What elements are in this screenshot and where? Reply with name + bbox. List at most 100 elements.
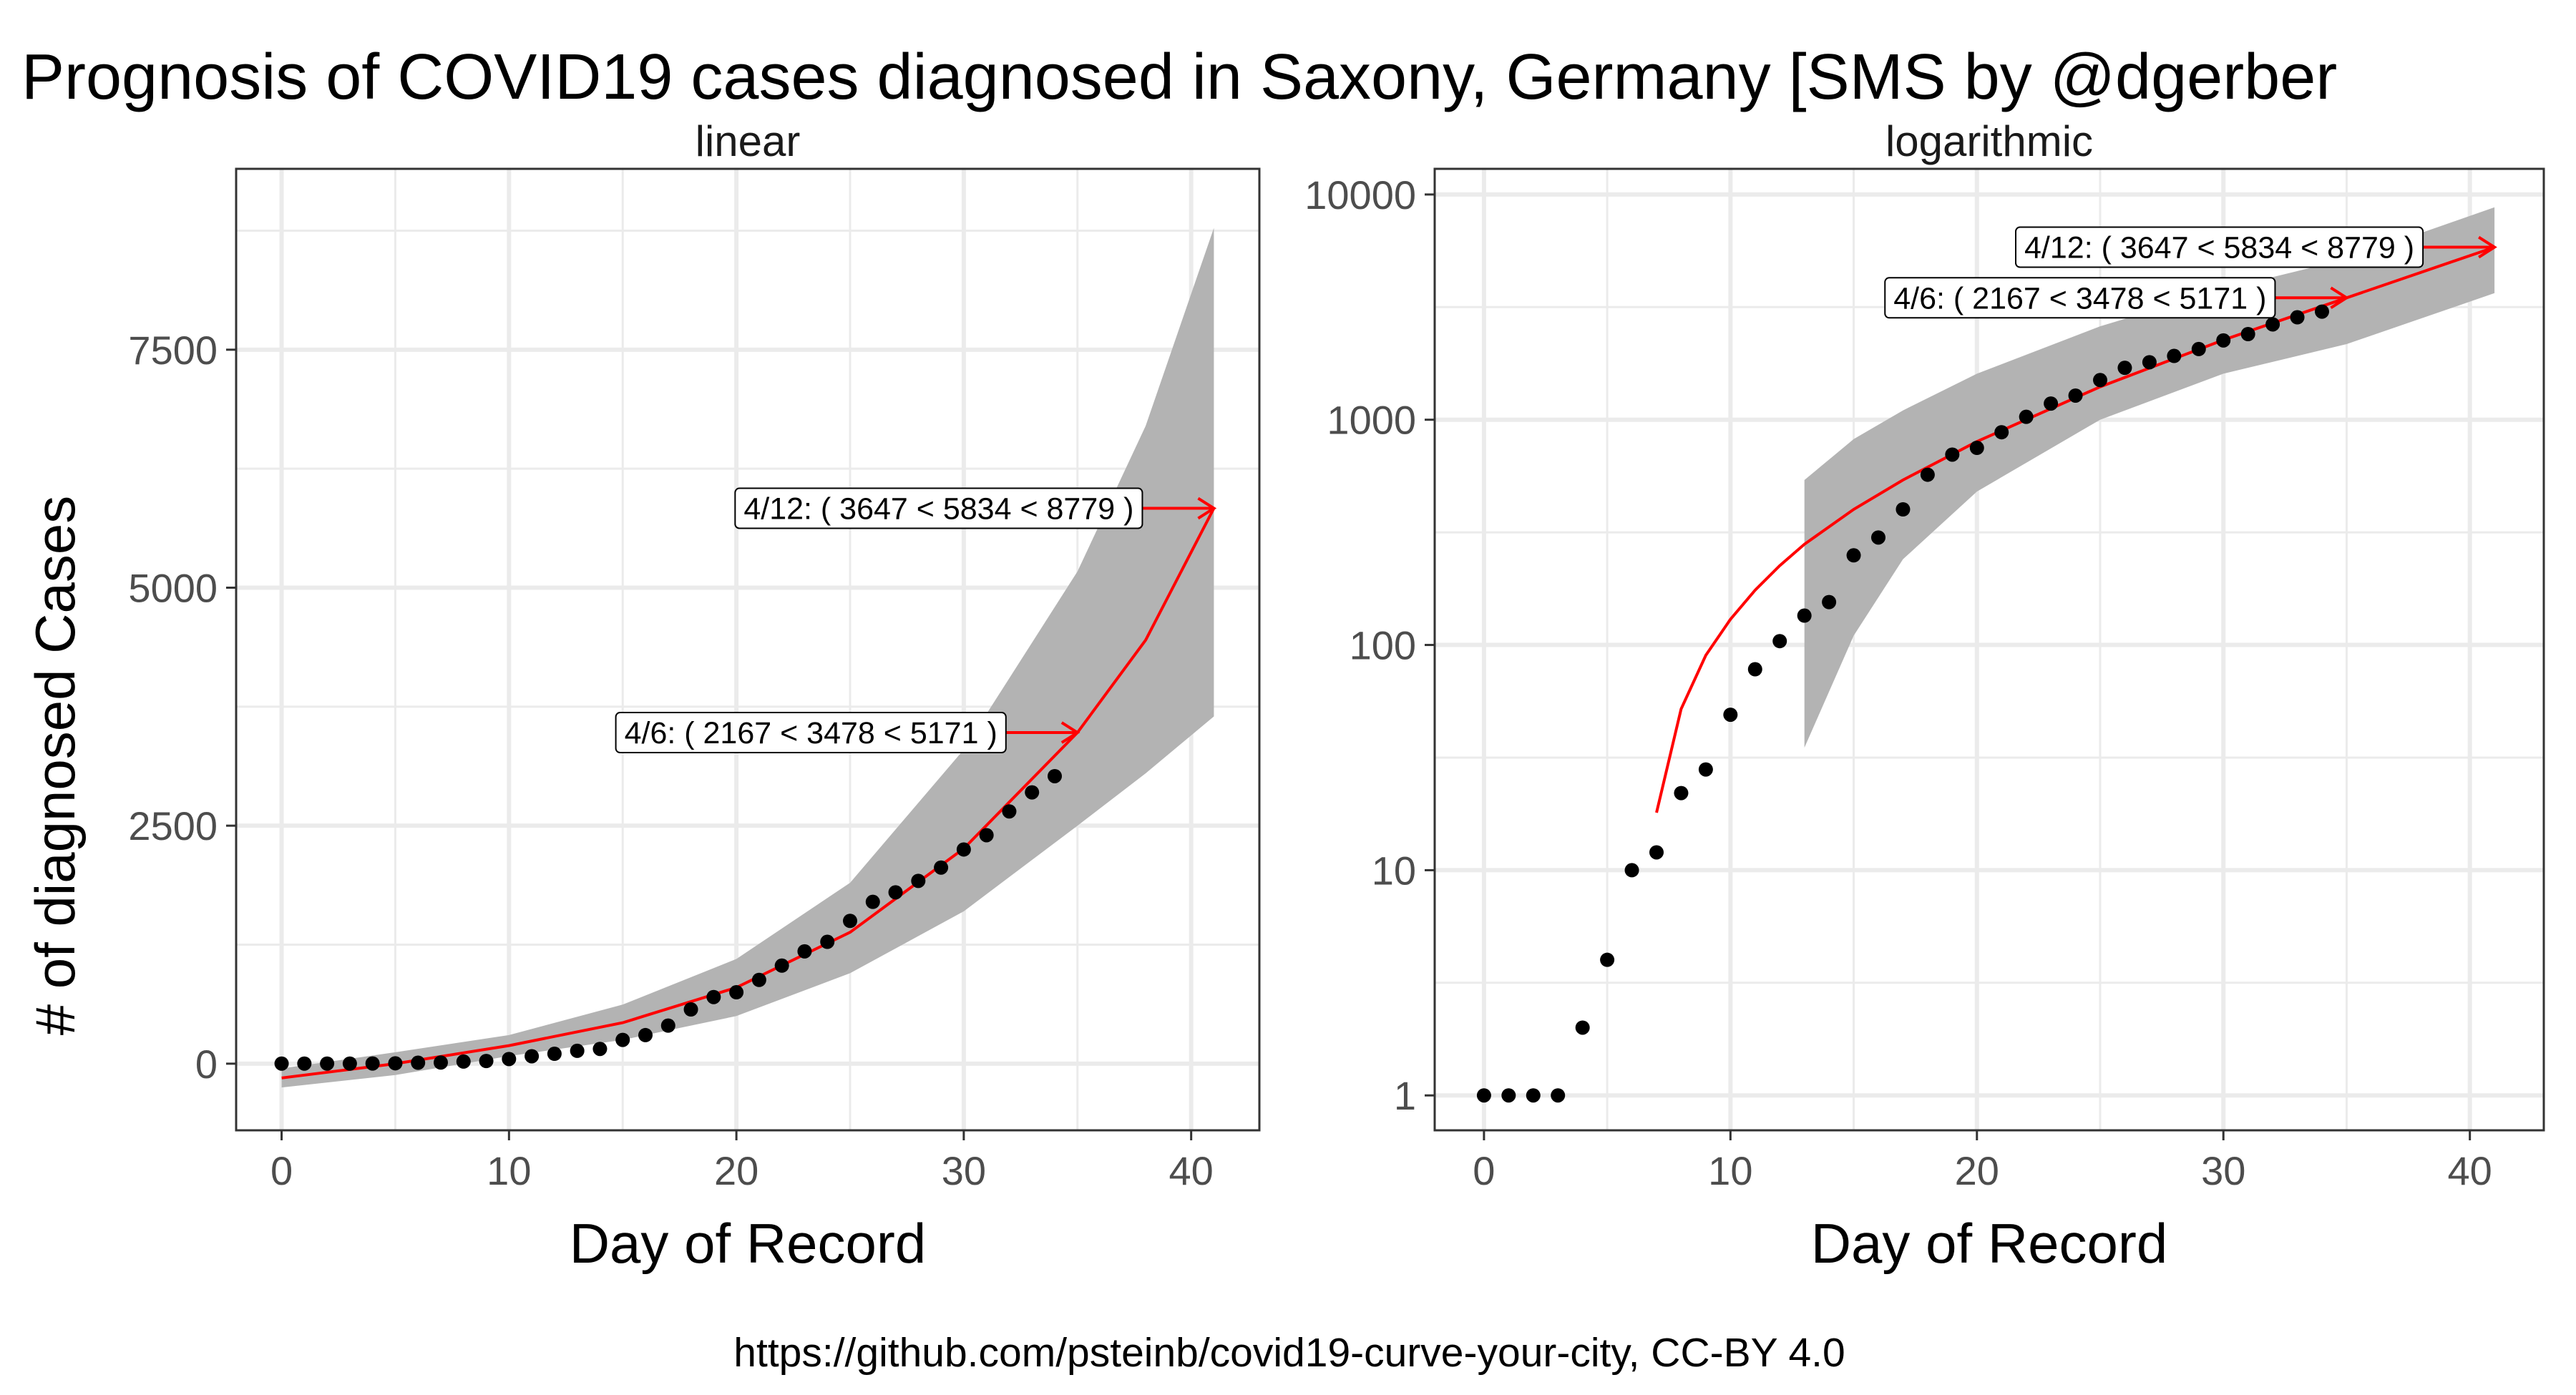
y-tick-label: 10000 bbox=[1304, 172, 1416, 217]
x-tick-label: 30 bbox=[2201, 1148, 2245, 1193]
data-point bbox=[2044, 396, 2059, 411]
data-point bbox=[1822, 594, 1837, 610]
y-tick-label: 1000 bbox=[1327, 398, 1416, 443]
y-tick-label: 10 bbox=[1372, 848, 1416, 893]
data-point bbox=[979, 828, 994, 843]
data-point bbox=[297, 1056, 312, 1071]
data-point bbox=[1896, 502, 1911, 517]
data-point bbox=[365, 1056, 380, 1071]
annotation: 4/6: ( 2167 < 3478 < 5171 ) bbox=[615, 712, 1080, 754]
data-point bbox=[1723, 708, 1738, 723]
data-point bbox=[638, 1027, 653, 1042]
arrow-head bbox=[1197, 496, 1217, 520]
data-point bbox=[1624, 863, 1639, 878]
data-point bbox=[1747, 662, 1762, 677]
panel-linear: linear 4/6: ( 2167 < 3478 < 5171 ) 4/12: (… bbox=[128, 117, 1261, 1275]
arrow-head bbox=[2478, 235, 2497, 259]
data-point bbox=[1945, 447, 1960, 462]
data-point bbox=[1025, 785, 1040, 800]
data-point bbox=[388, 1056, 403, 1071]
x-axis-title: Day of Record bbox=[570, 1212, 927, 1275]
annotation-box bbox=[2015, 226, 2424, 268]
x-tick-label: 20 bbox=[714, 1148, 758, 1193]
data-point bbox=[2019, 409, 2034, 424]
panel-border bbox=[1433, 167, 2545, 1132]
data-point bbox=[274, 1056, 289, 1071]
data-point bbox=[1600, 952, 1615, 967]
data-point bbox=[320, 1056, 335, 1071]
data-point bbox=[1871, 530, 1885, 545]
data-point bbox=[1797, 608, 1812, 623]
annotation-box bbox=[734, 487, 1143, 529]
data-point bbox=[1501, 1088, 1516, 1103]
data-point bbox=[1772, 634, 1787, 649]
y-tick-label: 1 bbox=[1394, 1073, 1416, 1118]
data-point bbox=[751, 972, 766, 987]
arrow-head bbox=[2330, 286, 2350, 309]
axes: 0 10 20 30 40 1 10 100 1000 10000 bbox=[1304, 172, 2492, 1193]
x-tick-label: 30 bbox=[942, 1148, 986, 1193]
caption: https://github.com/psteinb/covid19-curve… bbox=[733, 1330, 1845, 1376]
data-point bbox=[547, 1047, 562, 1062]
data-point bbox=[1698, 762, 1713, 777]
facet-label-linear: linear bbox=[696, 117, 801, 165]
data-point bbox=[1994, 425, 2009, 440]
plot-area bbox=[274, 227, 1216, 1088]
panel-border bbox=[235, 167, 1261, 1132]
data-point bbox=[797, 944, 812, 959]
data-point bbox=[1551, 1088, 1566, 1103]
data-point bbox=[570, 1043, 585, 1058]
data-point bbox=[411, 1055, 426, 1070]
data-point bbox=[479, 1054, 494, 1069]
data-point bbox=[2093, 373, 2107, 388]
x-axis-title: Day of Record bbox=[1811, 1212, 2168, 1275]
annotation-label: 4/12: ( 3647 < 5834 < 8779 ) bbox=[743, 492, 1133, 527]
data-point bbox=[434, 1055, 448, 1070]
data-point bbox=[342, 1056, 357, 1071]
data-point bbox=[1048, 768, 1062, 783]
data-point bbox=[1575, 1020, 1590, 1035]
data-point bbox=[774, 958, 789, 973]
data-point bbox=[1846, 548, 1861, 563]
data-point bbox=[820, 934, 835, 949]
data-point bbox=[2191, 341, 2206, 356]
x-tick-label: 0 bbox=[1473, 1148, 1495, 1193]
data-point bbox=[2240, 327, 2255, 342]
annotation-box bbox=[615, 712, 1007, 754]
y-axis-title: # of diagnosed Cases bbox=[24, 496, 87, 1036]
annotation: 4/12: ( 3647 < 5834 < 8779 ) bbox=[734, 487, 1217, 529]
confidence-ribbon bbox=[1804, 207, 2495, 748]
data-point bbox=[1526, 1088, 1541, 1103]
data-point bbox=[706, 989, 721, 1004]
annotation-box bbox=[1884, 277, 2276, 319]
arrow-head bbox=[1060, 721, 1080, 744]
data-point bbox=[934, 860, 949, 875]
fit-line bbox=[281, 507, 1216, 1080]
data-point bbox=[2068, 388, 2083, 403]
x-tick-label: 40 bbox=[2448, 1148, 2492, 1193]
data-point bbox=[683, 1002, 698, 1017]
data-point bbox=[843, 914, 857, 929]
data-point bbox=[1674, 785, 1689, 801]
data-point bbox=[865, 894, 880, 909]
data-point bbox=[1969, 441, 1984, 456]
data-point bbox=[502, 1052, 517, 1067]
data-point bbox=[2265, 317, 2280, 332]
data-point bbox=[2117, 361, 2132, 376]
data-point bbox=[2216, 333, 2231, 348]
annotation: 4/6: ( 2167 < 3478 < 5171 ) bbox=[1884, 277, 2350, 319]
data-point bbox=[456, 1054, 471, 1069]
x-tick-label: 10 bbox=[487, 1148, 531, 1193]
data-point bbox=[2142, 355, 2157, 370]
x-tick-label: 20 bbox=[1955, 1148, 1999, 1193]
y-tick-label: 2500 bbox=[128, 803, 218, 848]
panel-logarithmic: logarithmic 4/6: ( 2167 < 3478 < 5171 ) 4/… bbox=[1304, 117, 2545, 1275]
y-tick-label: 7500 bbox=[128, 328, 218, 373]
annotation-label: 4/12: ( 3647 < 5834 < 8779 ) bbox=[2024, 231, 2414, 265]
annotation-label: 4/6: ( 2167 < 3478 < 5171 ) bbox=[1893, 281, 2266, 315]
x-tick-label: 10 bbox=[1708, 1148, 1752, 1193]
data-point bbox=[1649, 845, 1664, 860]
grid bbox=[1435, 169, 2544, 1130]
data-point bbox=[2167, 348, 2182, 363]
